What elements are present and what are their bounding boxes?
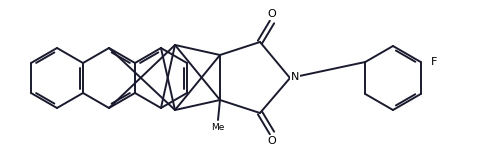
- Text: N: N: [291, 72, 299, 82]
- Text: Me: Me: [211, 122, 225, 131]
- Text: O: O: [268, 136, 277, 146]
- Text: F: F: [431, 57, 437, 67]
- Text: O: O: [268, 9, 277, 19]
